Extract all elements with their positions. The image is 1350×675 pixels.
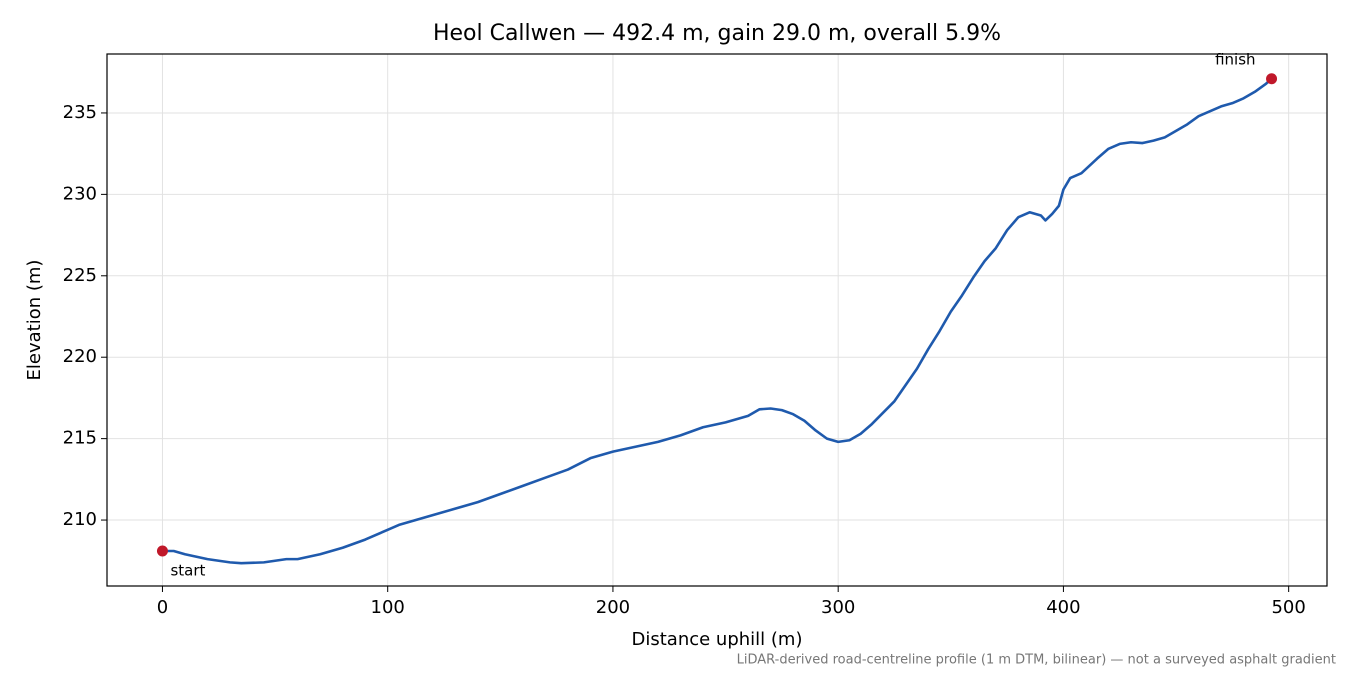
endpoint-marker — [156, 545, 168, 557]
x-tick-label: 400 — [1046, 597, 1080, 618]
x-tick-label: 0 — [157, 597, 168, 618]
endpoint-marker — [1266, 73, 1278, 85]
plot-frame — [106, 53, 1328, 587]
y-tick-label: 220 — [63, 346, 97, 367]
footnote: LiDAR-derived road-centreline profile (1… — [737, 653, 1336, 668]
elevation-line — [162, 77, 1273, 565]
endpoint-label: finish — [1215, 50, 1255, 68]
chart-title: Heol Callwen — 492.4 m, gain 29.0 m, ove… — [433, 21, 1001, 46]
x-axis-label: Distance uphill (m) — [632, 629, 803, 650]
x-tick-label: 500 — [1271, 597, 1305, 618]
x-tick-label: 200 — [596, 597, 630, 618]
endpoint-label: start — [170, 561, 205, 579]
x-tick-label: 100 — [371, 597, 405, 618]
y-tick-label: 230 — [63, 183, 97, 204]
y-tick-label: 225 — [63, 265, 97, 286]
y-axis-label: Elevation (m) — [24, 260, 45, 381]
y-tick-label: 235 — [63, 102, 97, 123]
x-tick-label: 300 — [821, 597, 855, 618]
y-tick-label: 215 — [63, 428, 97, 449]
y-tick-label: 210 — [63, 509, 97, 530]
